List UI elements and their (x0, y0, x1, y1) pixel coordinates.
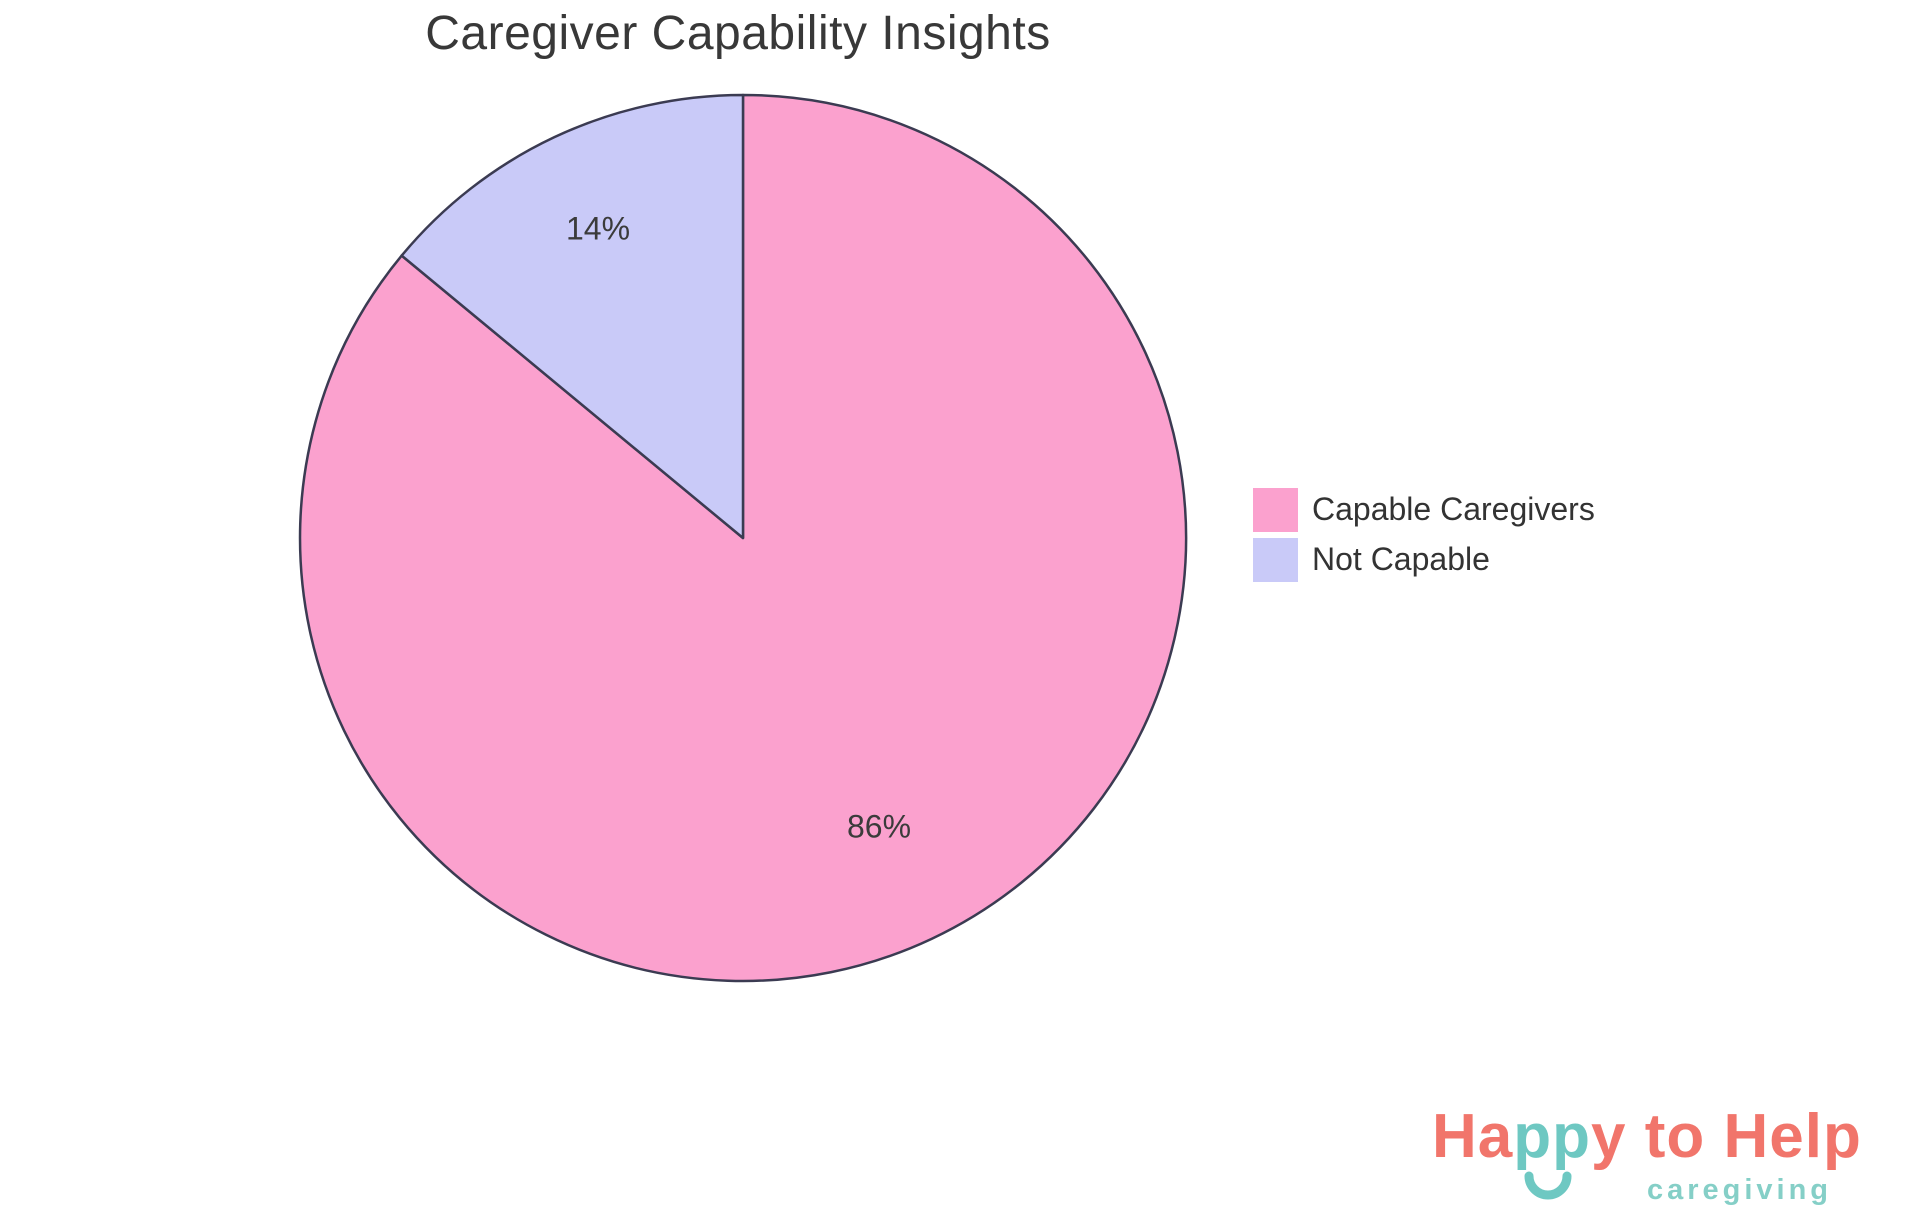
logo-subtitle: caregiving (1646, 1174, 1832, 1206)
legend: Capable Caregivers Not Capable (1253, 487, 1595, 587)
legend-swatch-capable (1253, 487, 1298, 532)
legend-label-capable: Capable Caregivers (1312, 491, 1595, 527)
logo-wordmark: Happy to Help (1432, 1106, 1882, 1168)
pie-slice-1[interactable] (400, 93, 745, 540)
legend-label-not-capable: Not Capable (1312, 541, 1490, 577)
logo-text-coral-1: Ha (1432, 1102, 1514, 1171)
chart-title: Caregiver Capability Insights (425, 7, 1051, 60)
legend-swatch-not-capable (1253, 537, 1298, 582)
logo-text-teal: pp (1513, 1102, 1592, 1171)
legend-item-not-capable[interactable]: Not Capable (1253, 537, 1595, 582)
pie-chart (298, 93, 1188, 983)
happy-to-help-logo: Happy to Help caregiving (1432, 1106, 1882, 1205)
legend-item-capable-caregivers[interactable]: Capable Caregivers (1253, 487, 1595, 532)
percent-label-capable: 86% (846, 808, 912, 845)
smile-icon (1524, 1171, 1572, 1200)
percent-label-not-capable: 14% (565, 210, 631, 247)
logo-text-coral-2: y to Help (1591, 1102, 1862, 1171)
